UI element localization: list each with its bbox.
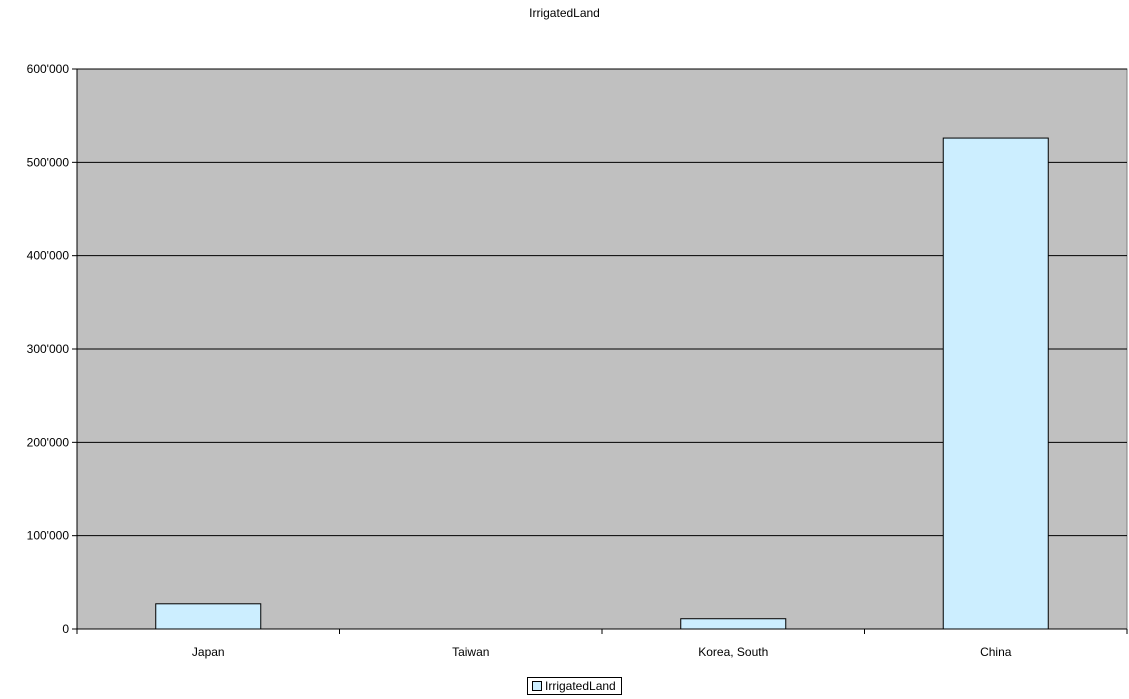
x-tick-label: Taiwan [452,645,489,659]
bar [942,137,1049,630]
y-tick-label: 100'000 [27,529,70,543]
x-tick-label: China [980,645,1012,659]
y-tick-label: 500'000 [27,155,70,169]
x-tick-label: Japan [192,645,225,659]
bar [680,618,787,630]
chart-title: IrrigatedLand [529,6,600,20]
legend: IrrigatedLand [527,677,622,695]
y-tick-label: 200'000 [27,435,70,449]
y-tick-label: 400'000 [27,249,70,263]
y-tick-label: 0 [62,622,69,636]
y-tick-label: 300'000 [27,342,70,356]
legend-swatch [532,681,542,691]
y-tick-label: 600'000 [27,62,70,76]
bar [155,603,262,630]
x-tick-label: Korea, South [698,645,768,659]
legend-label: IrrigatedLand [545,679,616,693]
